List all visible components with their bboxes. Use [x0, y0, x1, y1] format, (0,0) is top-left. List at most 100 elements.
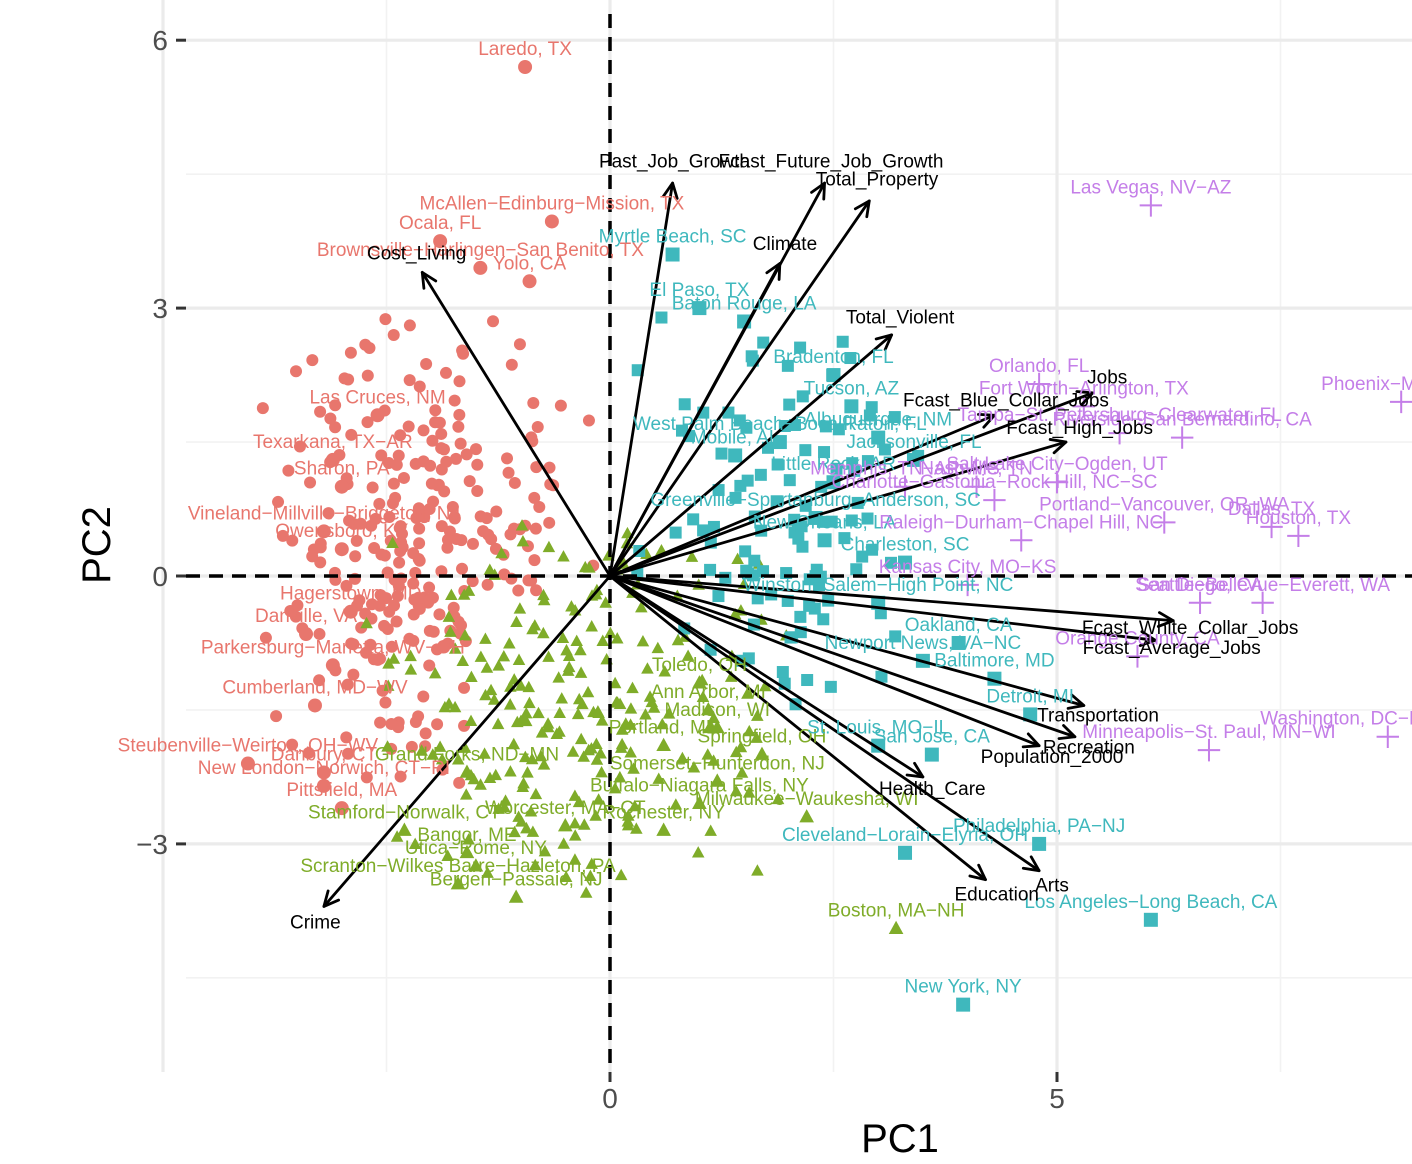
point-label: Memphis, TN−AR−MS: [810, 459, 1000, 480]
data-point: [871, 430, 886, 445]
background-point: [464, 714, 478, 726]
data-point: [1139, 194, 1163, 217]
background-point: [373, 599, 386, 612]
point-label: New London−Norwich, CT−RI: [198, 758, 450, 779]
background-point: [844, 352, 857, 365]
data-point: [518, 59, 533, 74]
background-point: [615, 723, 629, 735]
background-point: [290, 365, 303, 378]
loading-arrow: [608, 574, 1175, 628]
background-point: [499, 794, 512, 806]
background-point: [390, 830, 404, 842]
loading-label: Total_Property: [816, 170, 939, 191]
background-point: [728, 607, 742, 620]
point-labels: Laredo, TX McAllen−Edinburg−Mission, TXOc…: [118, 39, 1412, 998]
background-point: [655, 311, 668, 324]
background-point: [513, 602, 527, 614]
data-point: [299, 627, 314, 642]
data-point: [334, 542, 349, 557]
data-point: [1032, 836, 1047, 851]
point-label: Fort Worth−Arlington, TX: [979, 378, 1189, 399]
background-point: [850, 563, 863, 576]
data-point: [1260, 515, 1283, 539]
background-point: [571, 707, 585, 720]
point-label: Orlando, FL: [989, 356, 1089, 377]
background-point: [570, 634, 583, 647]
loading-arrow: [608, 574, 987, 882]
point-label: Myrtle Beach, SC: [599, 227, 747, 248]
background-point: [510, 615, 523, 628]
loading-arrows: [322, 181, 1175, 908]
background-point: [729, 745, 743, 758]
data-point: [459, 764, 475, 778]
background-point: [381, 740, 394, 752]
loading-arrow: [608, 333, 894, 578]
background-point: [458, 629, 472, 641]
background-point: [480, 661, 494, 673]
background-point: [572, 795, 586, 808]
loading-label: Total_Violent: [846, 308, 955, 329]
background-point: [524, 805, 538, 817]
point-label: Sharon, PA: [294, 459, 390, 480]
background-point: [502, 466, 515, 479]
background-point: [742, 786, 756, 798]
background-point: [554, 399, 567, 412]
data-point: [1010, 529, 1033, 552]
point-label: Mobile, AL: [691, 427, 780, 448]
background-point: [359, 607, 372, 620]
point-label: Danbury, CT: [271, 744, 378, 765]
background-point: [392, 449, 405, 462]
point-label: Parkersburg−Marietta, WV−OH: [201, 637, 465, 658]
background-point: [381, 623, 394, 636]
point-label: Worcester, MA−CT: [485, 798, 646, 819]
data-point: [334, 801, 349, 816]
background-point: [627, 762, 640, 774]
background-point: [538, 844, 552, 857]
data-point: [316, 765, 331, 780]
background-point: [735, 766, 749, 778]
background-point: [613, 770, 627, 783]
background-point: [435, 520, 448, 533]
background-point: [742, 724, 756, 737]
loading-label: Fcast_Future_Job_Growth: [719, 151, 944, 172]
background-point: [619, 717, 633, 729]
point-label: Rochester, NY: [602, 803, 725, 824]
background-point: [503, 698, 517, 710]
data-point: [799, 809, 814, 823]
background-point: [512, 653, 526, 665]
background-point: [626, 681, 639, 694]
data-point: [433, 234, 448, 249]
point-label: Buffalo−Niagara Falls, NY: [590, 776, 809, 797]
background-point: [435, 427, 448, 440]
loading-label: Fcast_Blue_Collar_Jobs: [903, 390, 1109, 411]
point-label: New Orleans, LA: [753, 512, 897, 533]
data-point: [1153, 511, 1176, 534]
point-label: McAllen−Edinburg−Mission, TX: [420, 193, 685, 214]
background-point: [845, 514, 858, 527]
background-point: [417, 690, 430, 703]
background-point: [478, 747, 491, 759]
background-point: [751, 864, 764, 876]
point-label: Utica−Rome, NY: [405, 838, 547, 859]
data-point: [397, 822, 412, 836]
background-point: [413, 522, 426, 535]
background-point: [405, 740, 418, 753]
background-point: [374, 589, 387, 602]
data-point: [898, 845, 913, 860]
background-point: [347, 638, 360, 651]
background-point: [270, 710, 283, 723]
data-point: [826, 368, 841, 383]
background-point: [412, 552, 425, 565]
background-point: [474, 650, 488, 662]
background-point: [379, 696, 392, 709]
data-point: [728, 448, 743, 463]
background-point: [439, 366, 452, 379]
background-point: [838, 532, 851, 545]
background-point: [557, 550, 570, 562]
background-point: [608, 782, 622, 794]
background-point: [724, 670, 738, 682]
background-point: [324, 412, 337, 425]
background-point: [272, 495, 285, 508]
loading-label: Fcast_High_Jobs: [1006, 418, 1153, 439]
background-point: [578, 818, 591, 830]
